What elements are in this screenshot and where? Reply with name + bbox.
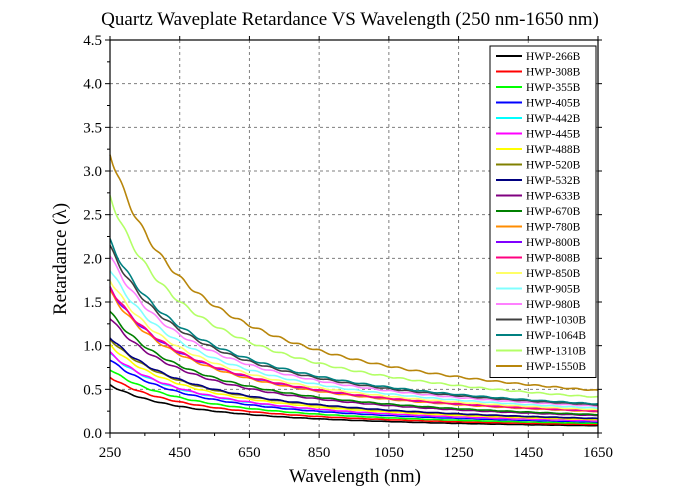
x-tick-label: 1050 bbox=[374, 445, 404, 461]
legend-label: HWP-520B bbox=[526, 160, 581, 172]
series-line-hwp-1064b bbox=[109, 238, 599, 405]
series-line-hwp-980b bbox=[109, 255, 599, 408]
series-line-hwp-670b bbox=[109, 310, 598, 416]
legend-label: HWP-808B bbox=[526, 253, 581, 265]
series-line-hwp-532b bbox=[109, 337, 599, 420]
x-tick-label: 1250 bbox=[444, 445, 474, 461]
series-line-hwp-850b bbox=[109, 280, 599, 411]
y-tick-label: 0.5 bbox=[83, 382, 102, 398]
legend-label: HWP-980B bbox=[526, 299, 581, 311]
y-tick-label: 2.5 bbox=[83, 208, 102, 224]
series-lines bbox=[109, 154, 599, 427]
y-tick-label: 0.0 bbox=[83, 426, 102, 442]
legend-label: HWP-1030B bbox=[526, 315, 586, 327]
y-tick-label: 2.0 bbox=[83, 251, 102, 267]
legend: HWP-266B HWP-308B HWP-355B HWP-405B HWP-442B… bbox=[489, 45, 597, 378]
legend-label: HWP-266B bbox=[526, 51, 581, 63]
legend-label: HWP-800B bbox=[526, 237, 581, 249]
legend-label: HWP-442B bbox=[526, 113, 581, 125]
y-tick-label: 3.0 bbox=[83, 164, 102, 180]
legend-label: HWP-488B bbox=[526, 144, 581, 156]
legend-label: HWP-670B bbox=[526, 206, 581, 218]
legend-label: HWP-355B bbox=[526, 82, 581, 94]
legend-label: HWP-1310B bbox=[526, 346, 586, 358]
x-tick-label: 250 bbox=[99, 445, 122, 461]
x-tick-label: 1450 bbox=[513, 445, 543, 461]
series-line-hwp-405b bbox=[109, 359, 599, 423]
legend-label: HWP-405B bbox=[526, 98, 581, 110]
legend-label: HWP-308B bbox=[526, 67, 581, 79]
series-line-hwp-308b bbox=[109, 376, 598, 426]
series-line-hwp-1030b bbox=[109, 244, 599, 406]
series-line-hwp-808b bbox=[109, 286, 598, 412]
x-tick-label: 850 bbox=[308, 445, 331, 461]
y-tick-label: 1.0 bbox=[83, 339, 102, 355]
y-axis-title: Retardance (λ) bbox=[50, 203, 71, 315]
legend-label: HWP-850B bbox=[526, 268, 581, 280]
series-line-hwp-355b bbox=[109, 369, 598, 425]
legend-label: HWP-532B bbox=[526, 175, 581, 187]
y-tick-label: 4.0 bbox=[83, 77, 102, 93]
x-tick-label: 650 bbox=[238, 445, 261, 461]
x-axis-title: Wavelength (nm) bbox=[289, 466, 421, 487]
chart-title: Quartz Waveplate Retardance VS Wavelengt… bbox=[101, 9, 599, 30]
x-tick-label: 1650 bbox=[583, 445, 613, 461]
y-tick-label: 4.5 bbox=[83, 33, 102, 49]
series-line-hwp-266b bbox=[109, 384, 598, 427]
series-line-hwp-1310b bbox=[109, 195, 598, 398]
x-tick-label: 450 bbox=[168, 445, 191, 461]
series-line-hwp-445b bbox=[109, 351, 599, 422]
legend-label: HWP-780B bbox=[526, 222, 581, 234]
legend-label: HWP-633B bbox=[526, 191, 581, 203]
series-line-hwp-905b bbox=[109, 270, 599, 409]
legend-label: HWP-445B bbox=[526, 129, 581, 141]
series-line-hwp-1550b bbox=[109, 154, 599, 391]
y-tick-label: 3.5 bbox=[83, 120, 102, 136]
legend-label: HWP-1064B bbox=[526, 330, 586, 342]
axes: 250 450 650 850 1050 1250 1450 1650 0.0 0.5 1.0 1.5… bbox=[83, 33, 613, 461]
series-line-hwp-488b bbox=[109, 343, 598, 421]
y-tick-label: 1.5 bbox=[83, 295, 102, 311]
legend-label: HWP-1550B bbox=[526, 361, 586, 373]
series-line-hwp-633b bbox=[109, 318, 599, 417]
legend-label: HWP-905B bbox=[526, 284, 581, 296]
